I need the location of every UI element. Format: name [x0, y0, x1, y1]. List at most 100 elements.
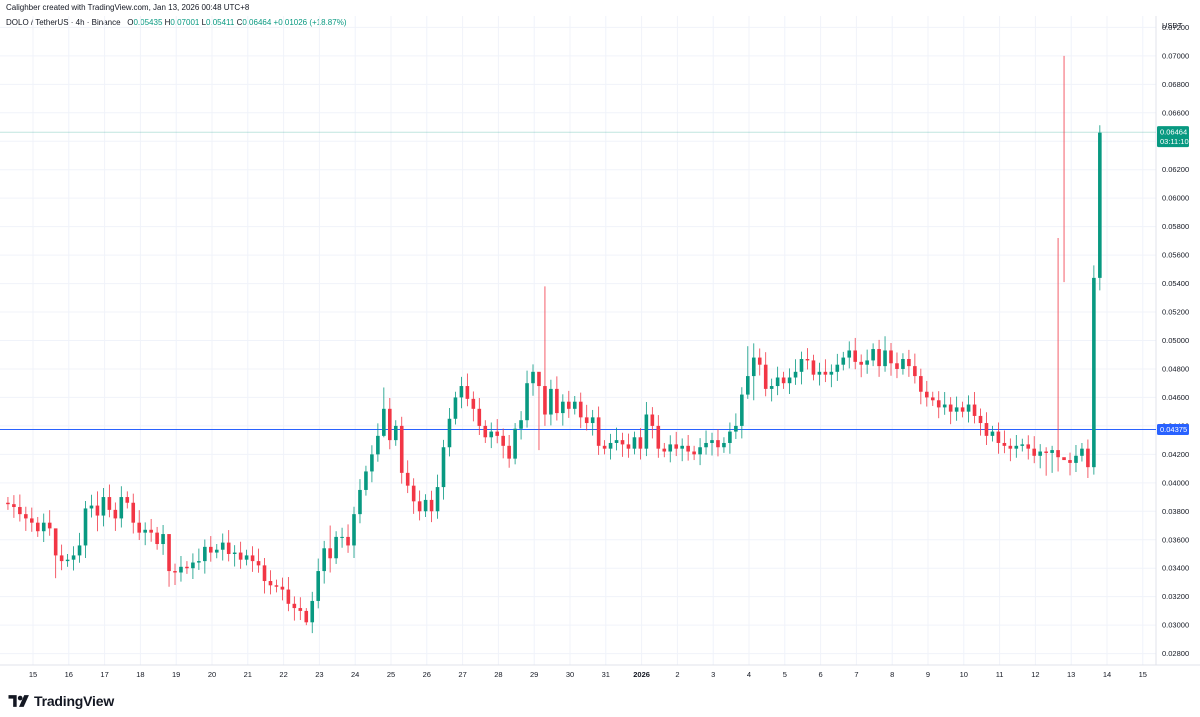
- candle[interactable]: [340, 527, 344, 548]
- candle[interactable]: [746, 346, 750, 399]
- candle[interactable]: [1074, 444, 1078, 473]
- candle[interactable]: [256, 548, 261, 573]
- candle[interactable]: [1002, 430, 1007, 454]
- candle[interactable]: [614, 427, 619, 451]
- candle[interactable]: [638, 428, 643, 460]
- candle[interactable]: [751, 343, 756, 401]
- candle[interactable]: [447, 407, 452, 457]
- candle[interactable]: [525, 370, 529, 428]
- candle[interactable]: [477, 397, 482, 436]
- candle[interactable]: [35, 516, 40, 537]
- candle[interactable]: [65, 553, 70, 567]
- candle[interactable]: [226, 530, 231, 562]
- candle[interactable]: [441, 439, 446, 500]
- candle[interactable]: [835, 353, 840, 381]
- candle[interactable]: [6, 497, 10, 510]
- candle[interactable]: [53, 528, 58, 579]
- candle[interactable]: [250, 546, 255, 572]
- candle[interactable]: [513, 423, 517, 465]
- candle[interactable]: [167, 534, 171, 587]
- candle[interactable]: [125, 491, 130, 509]
- candle[interactable]: [89, 494, 94, 518]
- candle[interactable]: [1038, 444, 1042, 469]
- candle[interactable]: [346, 524, 350, 553]
- candle[interactable]: [650, 407, 655, 439]
- candle[interactable]: [596, 406, 601, 455]
- candle[interactable]: [919, 368, 923, 405]
- candle[interactable]: [644, 401, 649, 457]
- candle[interactable]: [429, 490, 434, 523]
- candle[interactable]: [865, 349, 869, 374]
- candle[interactable]: [376, 423, 380, 462]
- candle[interactable]: [960, 401, 965, 418]
- candle[interactable]: [662, 442, 667, 458]
- candle[interactable]: [185, 561, 189, 574]
- candle[interactable]: [1062, 55, 1066, 461]
- candle[interactable]: [197, 548, 201, 570]
- candle[interactable]: [328, 525, 332, 573]
- candle[interactable]: [590, 409, 595, 436]
- candle[interactable]: [268, 570, 273, 595]
- candle[interactable]: [925, 380, 929, 407]
- candle[interactable]: [459, 376, 464, 409]
- candle[interactable]: [942, 392, 947, 415]
- candle[interactable]: [30, 507, 34, 532]
- candle[interactable]: [734, 413, 738, 439]
- candle[interactable]: [280, 577, 285, 601]
- candle[interactable]: [763, 352, 768, 397]
- candle[interactable]: [841, 351, 846, 371]
- candle[interactable]: [519, 411, 523, 440]
- candle[interactable]: [883, 336, 887, 372]
- candle[interactable]: [453, 391, 458, 425]
- candle[interactable]: [1086, 439, 1090, 478]
- candle[interactable]: [674, 431, 679, 457]
- candle[interactable]: [143, 522, 147, 546]
- candle[interactable]: [119, 486, 124, 528]
- candle[interactable]: [161, 524, 165, 555]
- candle[interactable]: [316, 558, 321, 609]
- candle[interactable]: [101, 487, 106, 527]
- candle[interactable]: [179, 555, 183, 582]
- candle[interactable]: [805, 348, 810, 370]
- candle[interactable]: [1014, 435, 1019, 458]
- candle[interactable]: [543, 286, 547, 426]
- candle[interactable]: [83, 501, 88, 558]
- candle[interactable]: [930, 391, 935, 406]
- candle[interactable]: [984, 412, 989, 445]
- candle[interactable]: [292, 596, 297, 621]
- candle[interactable]: [173, 563, 177, 586]
- candle[interactable]: [244, 549, 249, 566]
- candle[interactable]: [501, 428, 505, 459]
- candle[interactable]: [871, 343, 875, 367]
- candle[interactable]: [632, 431, 637, 455]
- candle[interactable]: [769, 378, 774, 402]
- candle[interactable]: [483, 420, 488, 443]
- candle[interactable]: [304, 608, 309, 626]
- candle[interactable]: [370, 445, 374, 483]
- candle[interactable]: [913, 353, 917, 384]
- candle[interactable]: [686, 435, 690, 461]
- candle[interactable]: [71, 546, 76, 571]
- candle[interactable]: [698, 438, 702, 466]
- candle[interactable]: [823, 359, 828, 383]
- candle[interactable]: [382, 387, 386, 438]
- candle[interactable]: [620, 432, 625, 457]
- candle[interactable]: [388, 397, 392, 450]
- candle[interactable]: [722, 437, 726, 453]
- candle[interactable]: [1050, 445, 1054, 473]
- candle[interactable]: [364, 465, 368, 496]
- candle[interactable]: [286, 577, 291, 612]
- candle[interactable]: [889, 343, 893, 376]
- candle[interactable]: [567, 390, 571, 418]
- candle[interactable]: [954, 396, 959, 421]
- candle[interactable]: [829, 364, 834, 388]
- candle[interactable]: [531, 364, 535, 396]
- candle[interactable]: [966, 395, 971, 423]
- candle[interactable]: [907, 349, 911, 377]
- candle[interactable]: [358, 479, 362, 524]
- candle[interactable]: [716, 429, 720, 457]
- candle[interactable]: [692, 445, 696, 461]
- candle[interactable]: [1032, 436, 1037, 464]
- candle[interactable]: [847, 341, 852, 369]
- candle[interactable]: [781, 371, 786, 389]
